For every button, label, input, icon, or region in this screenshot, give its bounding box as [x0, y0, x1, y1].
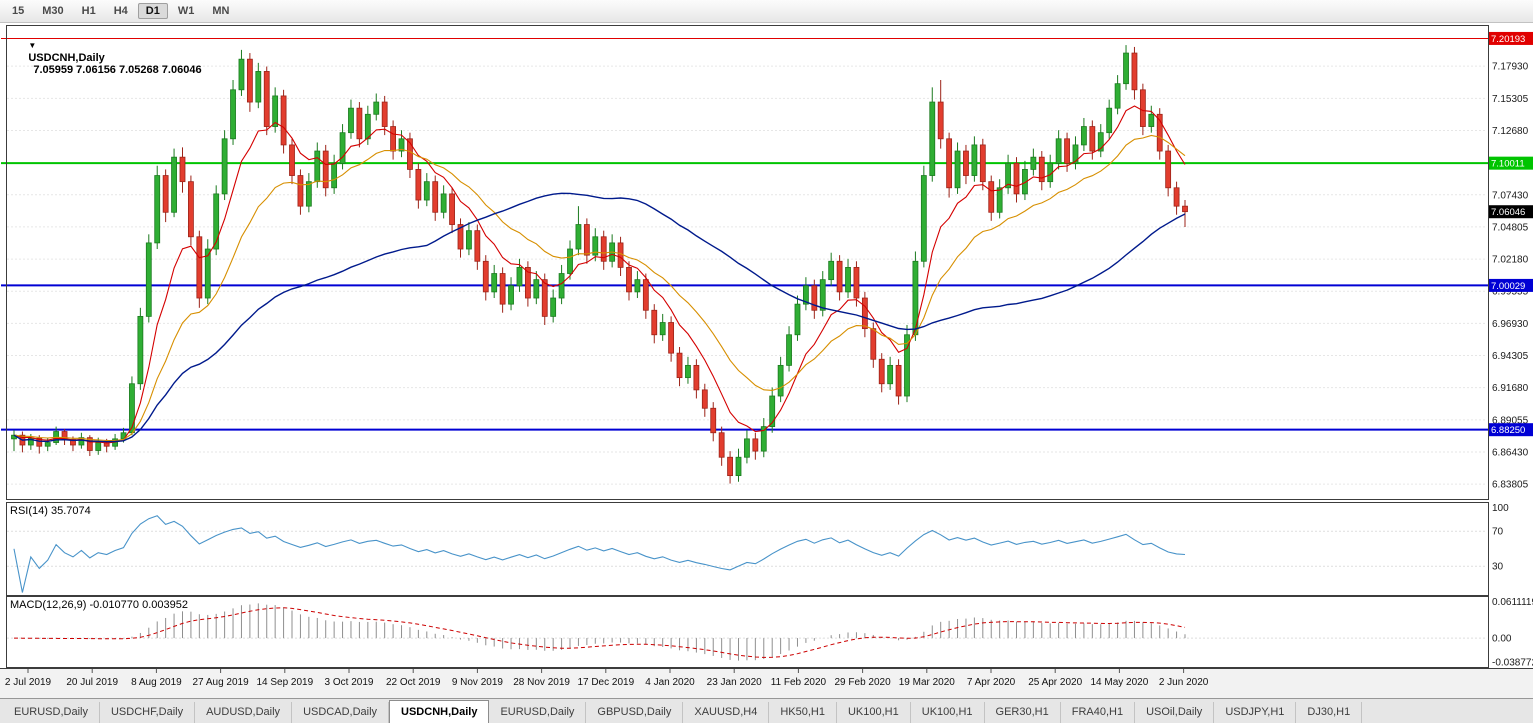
svg-text:7.02180: 7.02180 [1492, 255, 1529, 266]
time-axis[interactable]: 2 Jul 2019 20 Jul 2019 8 Aug 2019 27 Aug 20… [0, 668, 1533, 698]
chart-ohlc-quotes: 7.05959 7.06156 7.05268 7.06046 [33, 64, 202, 76]
date-labels: 2 Jul 2019 20 Jul 2019 8 Aug 2019 27 Aug 20… [5, 669, 1209, 688]
svg-text:3 Oct 2019: 3 Oct 2019 [325, 677, 374, 688]
chart-tab-4[interactable]: USDCNH,Daily [389, 700, 490, 723]
svg-text:22 Oct 2019: 22 Oct 2019 [386, 677, 441, 688]
svg-text:7.04805: 7.04805 [1492, 222, 1529, 233]
svg-text:6.88250: 6.88250 [1491, 425, 1525, 436]
svg-text:7.12680: 7.12680 [1492, 126, 1529, 137]
ma-fast-line [13, 105, 1186, 444]
svg-text:7.15305: 7.15305 [1492, 94, 1529, 105]
timeframe-button-15[interactable]: 15 [12, 5, 25, 17]
rsi-grid [7, 530, 1488, 567]
chart-tab-0[interactable]: EURUSD,Daily [3, 702, 100, 723]
timeframe-button-h4[interactable]: H4 [113, 5, 128, 17]
svg-text:6.91680: 6.91680 [1492, 383, 1529, 394]
svg-text:14 May 2020: 14 May 2020 [1090, 677, 1148, 688]
svg-text:23 Jan 2020: 23 Jan 2020 [707, 677, 762, 688]
svg-text:4 Jan 2020: 4 Jan 2020 [645, 677, 695, 688]
chart-tab-14[interactable]: USDJPY,H1 [1214, 702, 1297, 723]
price-badge: 6.88250 [1489, 423, 1533, 437]
time-axis-svg[interactable]: 2 Jul 2019 20 Jul 2019 8 Aug 2019 27 Aug 20… [0, 668, 1533, 698]
svg-text:0.0611119: 0.0611119 [1492, 597, 1533, 608]
svg-text:7.10011: 7.10011 [1491, 159, 1525, 170]
svg-text:70: 70 [1492, 526, 1504, 537]
chart-tab-5[interactable]: EURUSD,Daily [489, 702, 587, 723]
rsi-indicator-panel: 100 70 30 RSI(14) 35.7074 [0, 502, 1533, 596]
chart-tab-11[interactable]: GER30,H1 [985, 702, 1061, 723]
chart-tab-3[interactable]: USDCAD,Daily [292, 702, 390, 723]
rsi-axis[interactable]: 100 70 30 [1492, 503, 1509, 572]
macd-signal-line [13, 607, 1186, 658]
chart-tab-13[interactable]: USOil,Daily [1135, 702, 1215, 723]
svg-text:9 Nov 2019: 9 Nov 2019 [452, 677, 504, 688]
timeframe-button-w1[interactable]: W1 [177, 5, 195, 17]
price-badge: 7.00029 [1489, 278, 1533, 292]
chart-title: ▼ USDCNH,Daily 7.05959 7.06156 7.05268 7… [10, 28, 202, 88]
chart-tab-15[interactable]: DJ30,H1 [1296, 702, 1363, 723]
price-badge: 7.20193 [1489, 31, 1533, 45]
svg-text:7.06046: 7.06046 [1491, 207, 1525, 218]
svg-text:6.86430: 6.86430 [1492, 447, 1529, 458]
main-chart-panel: 7.17930 7.15305 7.12680 7.07430 7.04805 7.021… [0, 23, 1533, 502]
macd-svg[interactable]: 0.0611119 0.00 -0.0387729 [0, 596, 1533, 668]
macd-indicator-label: MACD(12,26,9) -0.010770 0.003952 [10, 599, 188, 611]
svg-text:7.17930: 7.17930 [1492, 62, 1529, 73]
rsi-line [13, 515, 1186, 593]
timeframe-button-d1[interactable]: D1 [137, 3, 168, 19]
price-badge: 7.10011 [1489, 156, 1533, 170]
chart-tab-7[interactable]: XAUUSD,H4 [683, 702, 770, 723]
svg-text:7.07430: 7.07430 [1492, 190, 1529, 201]
chart-tab-9[interactable]: UK100,H1 [837, 702, 911, 723]
timeframe-button-m30[interactable]: M30 [42, 5, 64, 17]
chart-symbol-label: USDCNH,Daily [28, 52, 105, 64]
svg-text:6.89055: 6.89055 [1492, 415, 1529, 426]
svg-text:0.00: 0.00 [1492, 634, 1512, 645]
ma-slow-line [13, 192, 1186, 443]
svg-text:7.20193: 7.20193 [1491, 34, 1525, 45]
svg-text:7 Apr 2020: 7 Apr 2020 [967, 677, 1016, 688]
svg-text:17 Dec 2019: 17 Dec 2019 [577, 677, 634, 688]
rsi-indicator-label: RSI(14) 35.7074 [10, 505, 91, 517]
timeframe-toolbar: 15 M30 H1 H4 D1 W1 MN [0, 0, 1533, 23]
ma-medium-line [13, 134, 1186, 442]
svg-text:25 Apr 2020: 25 Apr 2020 [1028, 677, 1082, 688]
svg-text:2 Jul 2019: 2 Jul 2019 [5, 677, 52, 688]
svg-text:6.99555: 6.99555 [1492, 287, 1529, 298]
chart-tab-bar: EURUSD,Daily USDCHF,Daily AUDUSD,Daily USDC… [0, 698, 1533, 723]
main-chart-svg[interactable]: 7.17930 7.15305 7.12680 7.07430 7.04805 7.021… [0, 23, 1533, 502]
svg-text:6.94305: 6.94305 [1492, 351, 1529, 362]
svg-text:20 Jul 2019: 20 Jul 2019 [66, 677, 118, 688]
svg-text:100: 100 [1492, 503, 1509, 514]
chart-tab-10[interactable]: UK100,H1 [911, 702, 985, 723]
svg-text:11 Feb 2020: 11 Feb 2020 [771, 677, 827, 688]
rsi-svg[interactable]: 100 70 30 [0, 502, 1533, 596]
svg-text:8 Aug 2019: 8 Aug 2019 [131, 677, 182, 688]
svg-text:6.83805: 6.83805 [1492, 480, 1529, 491]
chart-tab-1[interactable]: USDCHF,Daily [100, 702, 196, 723]
svg-text:2 Jun 2020: 2 Jun 2020 [1159, 677, 1209, 688]
svg-text:7.00029: 7.00029 [1491, 281, 1525, 292]
svg-text:14 Sep 2019: 14 Sep 2019 [256, 677, 313, 688]
svg-text:30: 30 [1492, 561, 1504, 572]
timeframe-button-mn[interactable]: MN [212, 5, 230, 17]
svg-text:29 Feb 2020: 29 Feb 2020 [835, 677, 892, 688]
svg-text:-0.0387729: -0.0387729 [1492, 658, 1533, 669]
svg-text:28 Nov 2019: 28 Nov 2019 [513, 677, 570, 688]
price-axis[interactable]: 7.17930 7.15305 7.12680 7.07430 7.04805 7.021… [1492, 62, 1529, 491]
chart-tab-6[interactable]: GBPUSD,Daily [586, 702, 684, 723]
svg-text:27 Aug 2019: 27 Aug 2019 [193, 677, 250, 688]
timeframe-button-h1[interactable]: H1 [81, 5, 96, 17]
chart-tab-12[interactable]: FRA40,H1 [1061, 702, 1136, 723]
svg-text:19 Mar 2020: 19 Mar 2020 [899, 677, 956, 688]
price-badge: 7.06046 [1489, 205, 1533, 219]
chart-tab-8[interactable]: HK50,H1 [769, 702, 837, 723]
chart-tab-2[interactable]: AUDUSD,Daily [195, 702, 293, 723]
svg-text:6.96930: 6.96930 [1492, 319, 1529, 330]
macd-axis[interactable]: 0.0611119 0.00 -0.0387729 [1492, 597, 1533, 668]
candlesticks [11, 45, 1188, 484]
chart-menu-icon[interactable]: ▼ [28, 41, 37, 50]
macd-indicator-panel: 0.0611119 0.00 -0.0387729 MACD(12,26,9) -0… [0, 596, 1533, 668]
